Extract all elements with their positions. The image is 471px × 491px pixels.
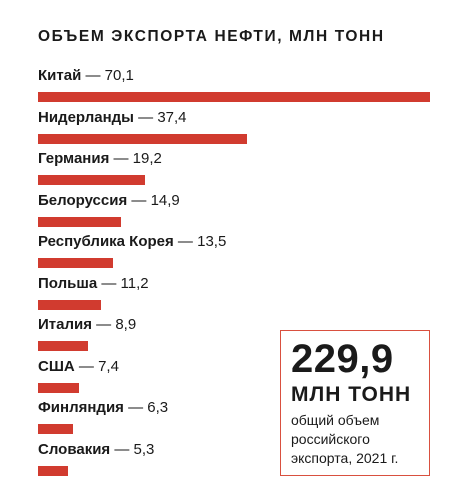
separator-dash: — bbox=[74, 357, 99, 375]
separator-dash: — bbox=[109, 150, 133, 167]
bar bbox=[38, 382, 80, 393]
bar-label: Словакия — 5,3 bbox=[38, 441, 154, 459]
separator-dash: — bbox=[81, 67, 105, 84]
bar-label: Республика Корея — 13,5 bbox=[38, 233, 226, 251]
bar bbox=[38, 175, 146, 185]
bar bbox=[38, 299, 101, 310]
total-description-line-3: экспорта, 2021 г. bbox=[291, 450, 399, 466]
bar-label: Нидерланды — 37,4 bbox=[38, 109, 187, 127]
category-label: Германия bbox=[38, 150, 110, 167]
bar-label: Финляндия — 6,3 bbox=[38, 399, 168, 417]
bar bbox=[38, 341, 88, 351]
category-label: Польша bbox=[38, 274, 98, 292]
separator-dash: — bbox=[91, 316, 116, 333]
total-unit: МЛН ТОНН bbox=[291, 383, 412, 406]
total-value: 229,9 bbox=[291, 337, 394, 381]
value-label: 13,5 bbox=[197, 233, 227, 250]
value-label: 8,9 bbox=[115, 316, 137, 333]
bar bbox=[38, 465, 68, 476]
bar-label: Германия — 19,2 bbox=[38, 150, 162, 168]
value-label: 19,2 bbox=[132, 150, 162, 167]
value-label: 11,2 bbox=[120, 274, 149, 292]
value-label: 7,4 bbox=[98, 357, 119, 375]
total-description-line-2: российского bbox=[291, 431, 370, 447]
bar-label: Белоруссия — 14,9 bbox=[38, 192, 180, 210]
separator-dash: — bbox=[173, 233, 198, 250]
separator-dash: — bbox=[123, 399, 148, 416]
total-description-line-1: общий объем bbox=[291, 412, 380, 428]
bar bbox=[38, 424, 74, 434]
category-label: США bbox=[38, 357, 75, 375]
category-label: Республика Корея bbox=[38, 233, 174, 250]
bar-label: Китай — 70,1 bbox=[38, 67, 134, 85]
bar-label: Польша — 11,2 bbox=[38, 275, 149, 293]
total-description: общий объем российского экспорта, 2021 г… bbox=[291, 411, 398, 468]
value-label: 70,1 bbox=[104, 67, 134, 84]
bar bbox=[38, 92, 430, 102]
separator-dash: — bbox=[97, 274, 121, 292]
category-label: Италия bbox=[38, 316, 92, 333]
bar bbox=[38, 258, 114, 268]
category-label: Нидерланды bbox=[38, 108, 134, 126]
category-label: Белоруссия bbox=[38, 191, 128, 209]
category-label: Финляндия bbox=[38, 399, 124, 416]
category-label: Словакия bbox=[38, 440, 111, 458]
value-label: 6,3 bbox=[147, 399, 169, 416]
bar bbox=[38, 216, 122, 227]
value-label: 37,4 bbox=[157, 108, 187, 126]
category-label: Китай bbox=[38, 67, 82, 84]
chart-title: ОБЪЕМ ЭКСПОРТА НЕФТИ, МЛН ТОНН bbox=[38, 28, 385, 45]
bar-label: Италия — 8,9 bbox=[38, 316, 136, 334]
separator-dash: — bbox=[133, 108, 158, 126]
separator-dash: — bbox=[110, 440, 134, 458]
value-label: 5,3 bbox=[133, 440, 155, 458]
bar-label: США — 7,4 bbox=[38, 358, 119, 376]
value-label: 14,9 bbox=[150, 191, 180, 209]
bar bbox=[38, 133, 248, 144]
separator-dash: — bbox=[127, 191, 151, 209]
total-callout: 229,9 МЛН ТОНН общий объем российского э… bbox=[280, 330, 430, 476]
